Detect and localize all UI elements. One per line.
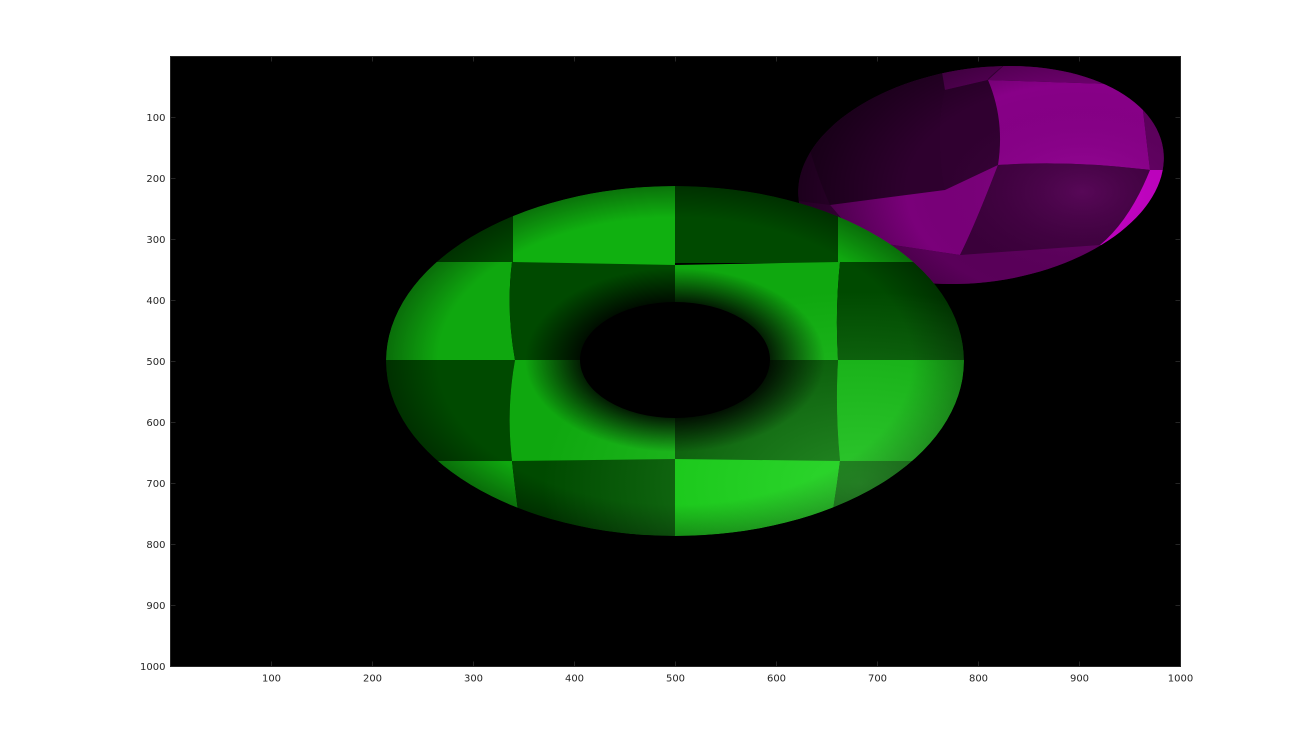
y-tick-label: 600	[146, 418, 165, 429]
y-tick-label: 1000	[140, 662, 165, 673]
x-tick-label: 600	[767, 674, 786, 685]
x-tick-label: 200	[363, 674, 382, 685]
y-axis-ticks: 100 200 300 400 500 600 700 800 900 1000	[140, 113, 1181, 673]
torus-surface	[386, 186, 964, 536]
y-tick-label: 300	[146, 235, 165, 246]
y-tick-label: 800	[146, 540, 165, 551]
x-axis-ticks: 100 200 300 400 500 600 700 800 900 1000	[262, 56, 1193, 685]
x-tick-label: 900	[1070, 674, 1089, 685]
x-tick-label: 800	[969, 674, 988, 685]
y-tick-label: 100	[146, 113, 165, 124]
x-tick-label: 300	[464, 674, 483, 685]
y-tick-label: 700	[146, 479, 165, 490]
x-tick-label: 700	[868, 674, 887, 685]
y-tick-label: 500	[146, 357, 165, 368]
x-tick-label: 500	[666, 674, 685, 685]
y-tick-label: 200	[146, 174, 165, 185]
y-tick-label: 400	[146, 296, 165, 307]
x-tick-label: 400	[565, 674, 584, 685]
y-tick-label: 900	[146, 601, 165, 612]
x-tick-label: 1000	[1168, 674, 1193, 685]
x-tick-label: 100	[262, 674, 281, 685]
